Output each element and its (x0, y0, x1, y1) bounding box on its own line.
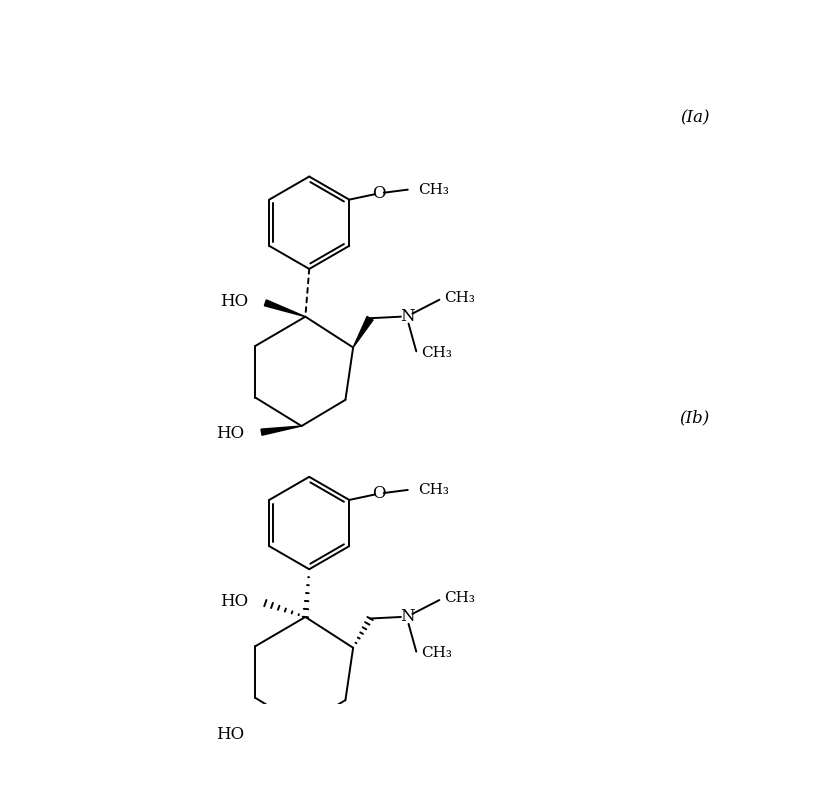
Text: HO: HO (220, 293, 248, 310)
Text: N: N (400, 308, 414, 325)
Text: HO: HO (216, 426, 244, 442)
Polygon shape (261, 426, 302, 435)
Text: CH₃: CH₃ (421, 346, 452, 360)
Text: (Ib): (Ib) (679, 410, 709, 427)
Text: N: N (400, 608, 414, 626)
Text: CH₃: CH₃ (444, 592, 475, 605)
Text: (Ia): (Ia) (680, 109, 710, 127)
Text: CH₃: CH₃ (421, 646, 452, 660)
Polygon shape (353, 316, 373, 347)
Text: HO: HO (220, 593, 248, 610)
Text: CH₃: CH₃ (444, 291, 475, 305)
Text: HO: HO (216, 725, 244, 743)
Polygon shape (264, 300, 305, 316)
Text: O: O (372, 185, 385, 202)
Text: O: O (372, 486, 385, 502)
Text: CH₃: CH₃ (418, 483, 450, 497)
Text: CH₃: CH₃ (418, 183, 450, 197)
